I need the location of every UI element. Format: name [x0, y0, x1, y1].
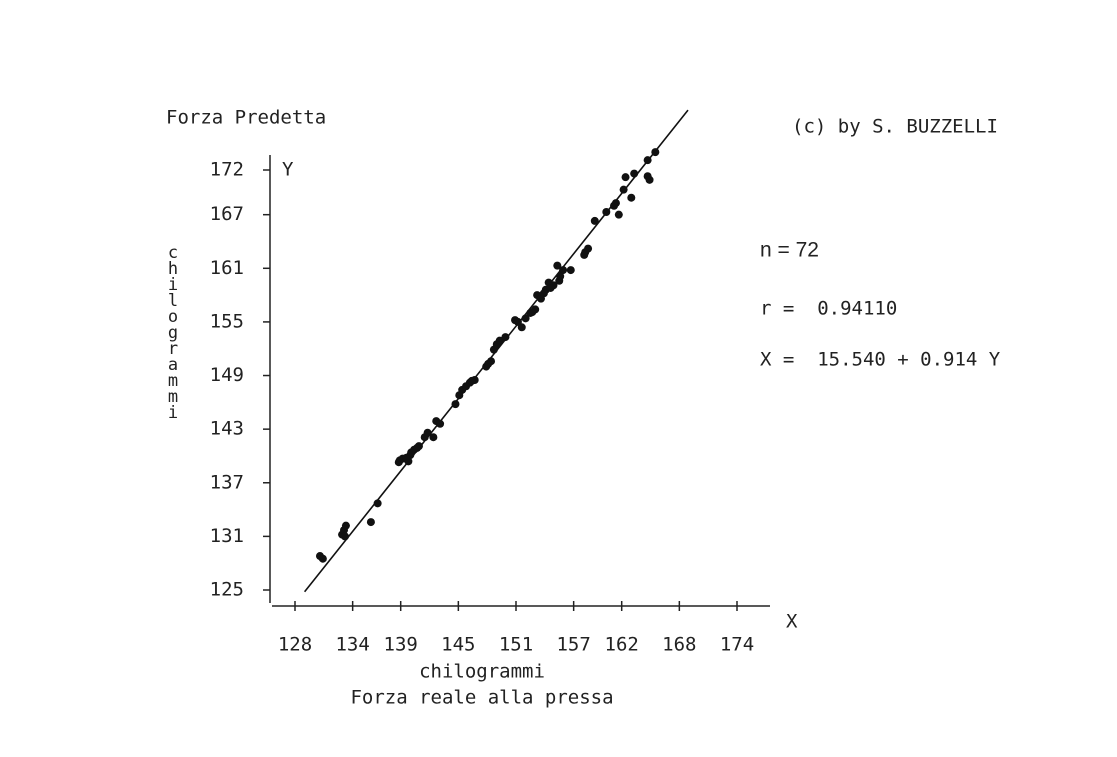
annotation: n = 72 — [760, 239, 819, 262]
x-axis-letter: X — [786, 611, 798, 633]
point — [559, 266, 568, 275]
y-tick-label: 155 — [210, 310, 244, 332]
point — [602, 208, 611, 216]
point — [501, 333, 510, 342]
chart-subtitle: (c) by S. BUZZELLI — [792, 116, 998, 138]
x-tick-label: 168 — [662, 634, 696, 656]
x-tick-label: 174 — [720, 634, 754, 656]
x-tick-label: 162 — [605, 634, 639, 656]
y-tick-label: 172 — [210, 159, 244, 181]
x-tick-label: 128 — [278, 634, 312, 656]
point — [407, 448, 416, 457]
point — [553, 261, 562, 270]
point — [484, 359, 493, 368]
point — [539, 289, 548, 298]
point — [467, 376, 476, 385]
point — [651, 148, 660, 157]
point — [373, 499, 382, 508]
x-tick-label: 151 — [499, 634, 533, 656]
x-axis-label: chilogrammi — [419, 661, 545, 683]
y-tick-label: 167 — [210, 203, 244, 225]
point — [429, 433, 438, 442]
point — [318, 554, 327, 563]
point — [413, 443, 422, 452]
point — [610, 201, 619, 210]
point — [395, 456, 404, 465]
point — [627, 193, 636, 202]
point — [341, 521, 350, 530]
point — [517, 323, 526, 332]
point — [590, 216, 599, 225]
annotation: X = 15.540 + 0.914 Y — [760, 349, 1001, 371]
point — [580, 250, 589, 259]
point — [619, 185, 628, 194]
point — [643, 156, 652, 165]
point — [521, 314, 530, 323]
x-axis-title: Forza reale alla pressa — [350, 687, 613, 709]
y-axis-letter: Y — [282, 159, 294, 181]
point — [584, 244, 593, 253]
point — [511, 316, 520, 325]
x-tick-label: 157 — [556, 634, 590, 656]
point — [643, 172, 652, 181]
point — [423, 428, 432, 437]
y-tick-label: 125 — [210, 579, 244, 601]
y-axis-label: chilogrammi — [163, 243, 183, 419]
point — [402, 453, 411, 462]
y-tick-label: 137 — [210, 471, 244, 493]
x-tick-label: 139 — [384, 634, 418, 656]
point — [556, 272, 565, 281]
point — [614, 210, 623, 219]
point — [436, 419, 445, 428]
y-tick-label: 149 — [210, 364, 244, 386]
x-tick-label: 134 — [335, 634, 369, 656]
point — [340, 532, 349, 541]
point — [630, 169, 639, 178]
point — [495, 336, 504, 345]
y-tick-label: 143 — [210, 418, 244, 440]
point — [621, 173, 630, 182]
point — [451, 400, 460, 409]
annotation: r = 0.94110 — [760, 298, 897, 320]
point — [546, 283, 555, 292]
chart-title: Forza Predetta — [166, 107, 326, 129]
point — [528, 308, 537, 317]
point — [566, 266, 575, 275]
point — [455, 391, 464, 400]
y-tick-label: 161 — [210, 257, 244, 279]
point — [366, 518, 375, 527]
y-tick-label: 131 — [210, 525, 244, 547]
x-tick-label: 145 — [441, 634, 475, 656]
